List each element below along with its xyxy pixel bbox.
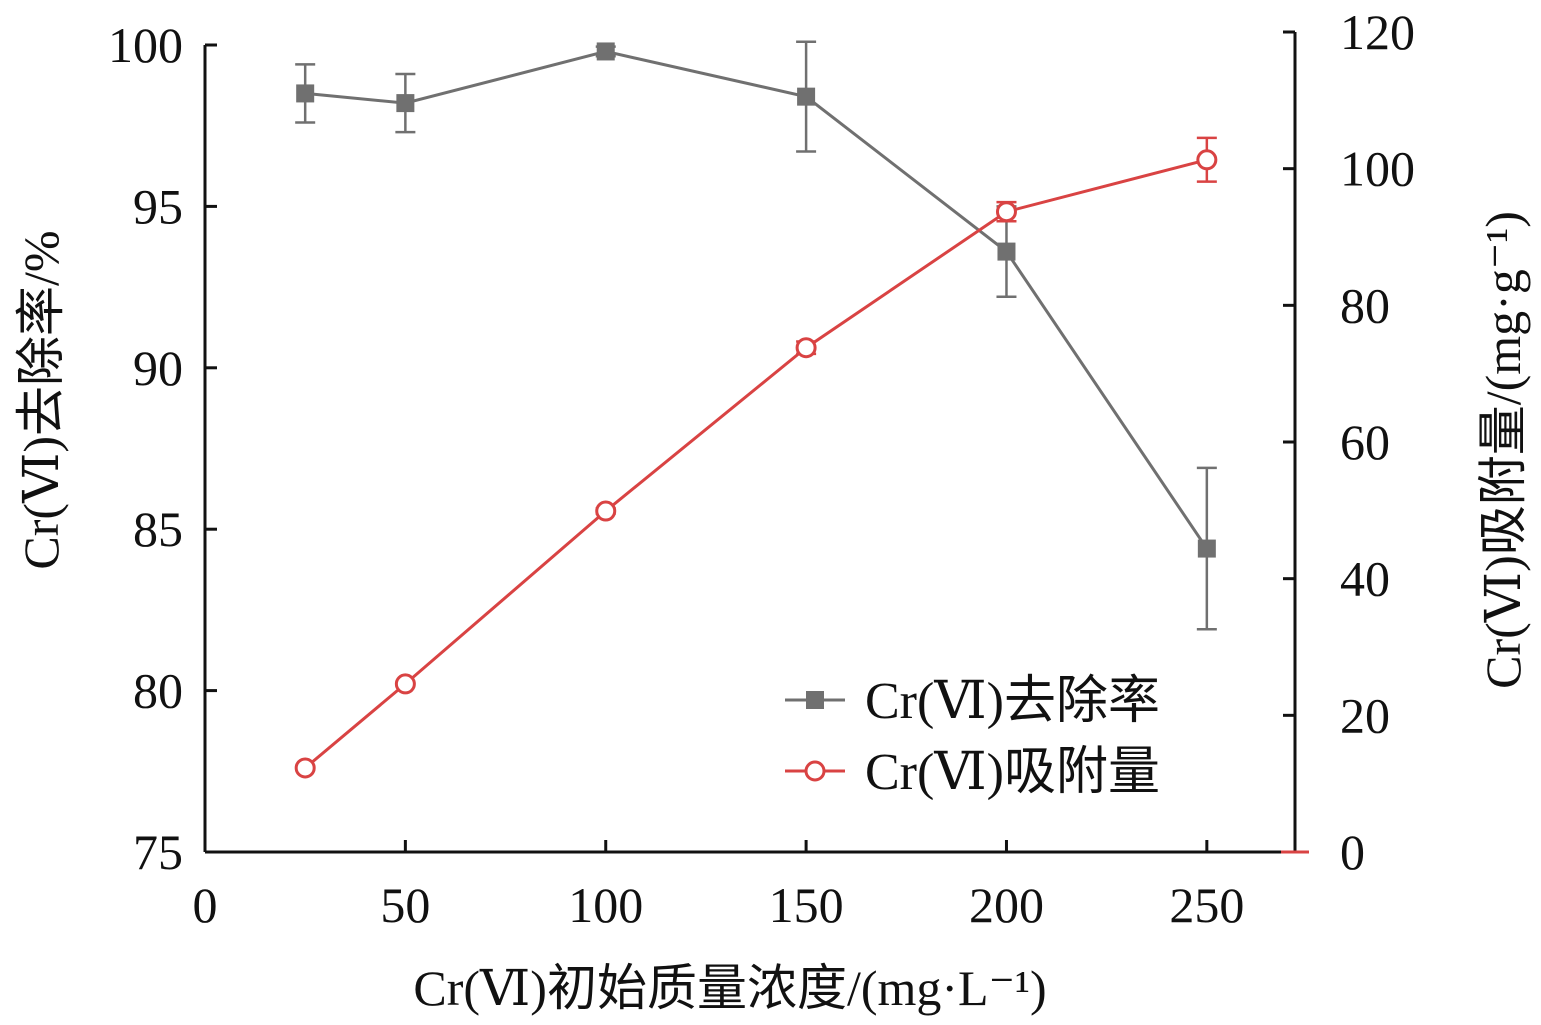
left-y-tick-label: 80 (133, 663, 183, 719)
legend-entry-removal-rate: Cr(Ⅵ)去除率 (785, 673, 1160, 730)
data-point-removal-rate (396, 94, 415, 113)
legend: Cr(Ⅵ)去除率 Cr(Ⅵ)吸附量 (785, 673, 1160, 801)
data-point-removal-rate (1197, 539, 1216, 558)
data-point-removal-rate (296, 84, 315, 103)
data-point-adsorption (1196, 149, 1218, 171)
right-y-tick-label: 60 (1340, 414, 1390, 470)
data-point-adsorption (595, 500, 617, 522)
right-y-tick-label: 80 (1340, 277, 1390, 333)
data-point-adsorption (995, 201, 1017, 223)
right-y-axis-ticks: 0 20 40 60 80 100 120 (1281, 4, 1415, 880)
right-y-axis-title: Cr(Ⅵ)吸附量/(mg·g⁻¹) (1475, 211, 1531, 689)
x-tick-label: 200 (969, 877, 1044, 933)
left-y-tick-label: 95 (133, 178, 183, 234)
right-y-tick-label: 40 (1340, 551, 1390, 607)
legend-removal-rate-marker (806, 691, 824, 709)
series-layer (294, 40, 1218, 779)
left-y-axis-ticks: 75 80 85 90 95 100 (108, 17, 217, 880)
left-y-tick-label: 85 (133, 501, 183, 557)
left-y-tick-label: 90 (133, 340, 183, 396)
series-line-adsorption (304, 158, 1208, 770)
x-tick-label: 150 (769, 877, 844, 933)
right-y-tick-label: 100 (1340, 141, 1415, 197)
data-point-removal-rate (596, 42, 615, 61)
data-point-adsorption (294, 757, 316, 779)
right-y-tick-label: 0 (1340, 824, 1365, 880)
x-tick-label: 250 (1169, 877, 1244, 933)
x-tick-label: 0 (193, 877, 218, 933)
x-axis-ticks: 0 50 100 150 200 250 (193, 840, 1244, 933)
right-y-tick-label: 20 (1340, 687, 1390, 743)
legend-adsorption-marker (804, 760, 826, 782)
data-point-removal-rate (997, 242, 1016, 261)
left-y-axis-title: Cr(Ⅵ)去除率/% (13, 230, 69, 569)
legend-adsorption-label: Cr(Ⅵ)吸附量 (865, 744, 1160, 801)
series-line-removal-rate (305, 49, 1209, 550)
left-y-tick-label: 100 (108, 17, 183, 73)
x-axis-title: Cr(Ⅵ)初始质量浓度/(mg·L⁻¹) (413, 960, 1046, 1016)
left-y-tick-label: 75 (133, 824, 183, 880)
data-point-adsorption (795, 337, 817, 359)
data-point-removal-rate (797, 87, 816, 106)
x-tick-label: 50 (380, 877, 430, 933)
x-tick-label: 100 (568, 877, 643, 933)
data-point-adsorption (394, 673, 416, 695)
right-y-tick-label: 120 (1340, 4, 1415, 60)
legend-entry-adsorption: Cr(Ⅵ)吸附量 (785, 744, 1160, 801)
legend-removal-rate-label: Cr(Ⅵ)去除率 (865, 673, 1160, 730)
